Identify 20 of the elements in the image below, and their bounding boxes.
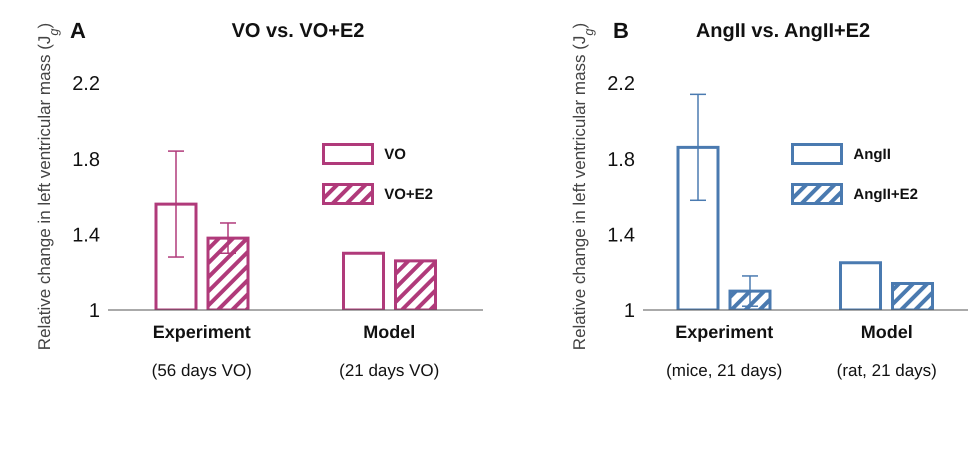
x-tick-label: Experiment (56 days VO) xyxy=(152,322,252,380)
y-tick-label: 1.8 xyxy=(607,148,635,171)
x-tick-label: Experiment (mice, 21 days) xyxy=(666,322,782,380)
x-tick-label: Model (21 days VO) xyxy=(339,322,440,380)
legend-label: VO xyxy=(384,146,406,162)
y-tick-label: 1 xyxy=(88,300,100,322)
y-tick-label: 1 xyxy=(624,300,635,322)
y-tick-label: 1.4 xyxy=(72,224,100,246)
x-tick-label: Model (rat, 21 days) xyxy=(836,322,937,380)
y-tick-label: 2.2 xyxy=(72,73,100,96)
text: B xyxy=(613,18,629,44)
y-tick-label: 2.2 xyxy=(607,73,635,96)
y-tick-label: 1.4 xyxy=(607,224,635,246)
chart-title: AngII vs. AngII+E2 xyxy=(696,20,870,42)
chart-title: VO vs. VO+E2 xyxy=(230,20,366,43)
text: A xyxy=(70,18,86,44)
y-tick-label: 1.8 xyxy=(72,148,100,171)
legend-label: AngII xyxy=(853,146,891,162)
legend-label: AngII+E2 xyxy=(853,186,918,202)
legend-label: VO+E2 xyxy=(384,186,433,202)
